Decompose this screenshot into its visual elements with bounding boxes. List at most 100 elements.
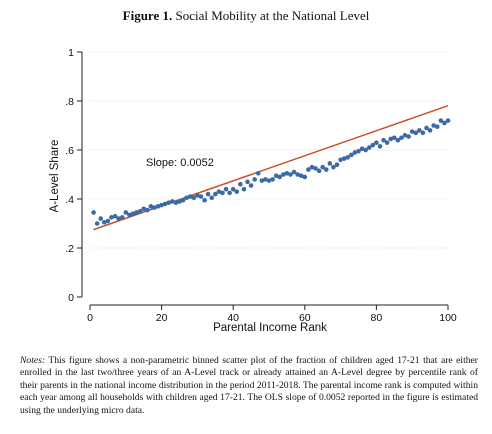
data-point <box>295 172 300 177</box>
data-point <box>102 219 107 225</box>
data-point <box>438 118 444 123</box>
data-point <box>234 189 240 194</box>
data-point <box>230 186 236 192</box>
data-point <box>213 191 218 197</box>
y-tick-label: .4 <box>65 194 74 206</box>
data-point <box>320 164 326 170</box>
data-point <box>112 213 118 219</box>
notes-text: This figure shows a non-parametric binne… <box>20 355 479 416</box>
data-point <box>148 204 154 209</box>
scatter-chart: 0 .2 .4 .6 .8 1 0 20 40 60 80 100 Slope: 0.0052 Par… <box>49 47 457 334</box>
data-point <box>223 186 229 192</box>
data-point <box>155 204 161 209</box>
data-point <box>316 168 322 174</box>
x-tick-label: 80 <box>371 312 383 324</box>
data-point <box>273 173 279 179</box>
data-point <box>173 200 179 205</box>
axes: 0 .2 .4 .6 .8 1 0 20 40 60 80 100 <box>65 47 457 324</box>
data-point <box>162 201 168 207</box>
data-point <box>417 128 422 133</box>
data-point <box>413 130 419 136</box>
data-point <box>141 206 146 212</box>
data-point <box>356 148 361 154</box>
data-point <box>420 130 426 136</box>
data-point <box>184 195 189 201</box>
data-point <box>374 140 379 145</box>
y-tick-label: 0 <box>68 292 74 304</box>
data-point <box>392 135 397 141</box>
data-point <box>349 152 354 158</box>
data-point <box>255 170 261 176</box>
data-point <box>123 210 129 215</box>
data-point <box>105 218 111 224</box>
data-point <box>98 216 104 221</box>
data-point <box>424 125 429 131</box>
x-tick-label: 40 <box>227 312 239 324</box>
data-point <box>166 200 172 205</box>
data-point <box>238 182 243 187</box>
data-point <box>302 174 308 180</box>
data-point <box>298 173 304 179</box>
data-point <box>281 172 286 177</box>
figure-title-text: Social Mobility at the National Level <box>175 8 370 23</box>
slope-annotation: Slope: 0.0052 <box>146 157 214 169</box>
x-tick-label: 0 <box>87 312 93 324</box>
data-point <box>170 199 175 204</box>
data-point <box>227 190 232 196</box>
data-point <box>338 157 343 163</box>
y-axis-label: A-Level Share <box>49 140 61 213</box>
data-point <box>152 205 157 210</box>
data-point <box>409 129 415 134</box>
data-point <box>252 177 257 182</box>
x-tick-label: 20 <box>156 312 168 324</box>
data-point <box>309 164 315 170</box>
data-point <box>370 142 376 148</box>
data-point <box>327 161 333 166</box>
data-point <box>187 194 193 199</box>
data-point <box>288 172 293 177</box>
data-point <box>323 167 329 172</box>
data-point <box>284 170 290 176</box>
data-point <box>198 194 204 199</box>
data-point <box>137 208 143 214</box>
data-point <box>191 195 197 201</box>
data-point <box>331 164 336 170</box>
data-point <box>434 124 440 130</box>
data-point <box>109 215 114 220</box>
data-point <box>195 193 200 198</box>
y-tick-label: 1 <box>68 47 74 59</box>
data-point <box>384 140 390 145</box>
y-tick-label: .2 <box>65 243 74 255</box>
data-point <box>334 162 340 167</box>
data-point <box>202 197 207 203</box>
data-points <box>91 118 451 226</box>
data-point <box>130 211 136 216</box>
data-point <box>377 144 383 149</box>
data-point <box>291 169 297 175</box>
data-point <box>352 150 358 155</box>
data-point <box>205 191 211 197</box>
data-point <box>431 123 436 128</box>
data-point <box>395 137 401 143</box>
data-point <box>209 195 215 201</box>
data-point <box>427 128 433 133</box>
y-tick-label: .8 <box>65 96 74 108</box>
x-tick-label: 60 <box>299 312 311 324</box>
data-point <box>177 199 182 204</box>
x-axis-label: Parental Income Rank <box>213 322 327 334</box>
data-point <box>445 118 451 123</box>
grid-lines <box>90 51 448 249</box>
data-point <box>116 216 121 221</box>
notes-label: Notes: <box>20 355 46 366</box>
data-point <box>442 120 447 126</box>
data-point <box>306 167 311 172</box>
figure-label: Figure 1. <box>122 8 173 23</box>
data-point <box>363 147 368 153</box>
data-point <box>266 178 272 183</box>
figure-title: Figure 1. Social Mobility at the Nationa… <box>0 8 492 24</box>
data-point <box>159 202 164 208</box>
data-point <box>381 137 386 143</box>
data-point <box>402 133 408 138</box>
data-point <box>277 174 283 180</box>
data-point <box>248 183 254 188</box>
